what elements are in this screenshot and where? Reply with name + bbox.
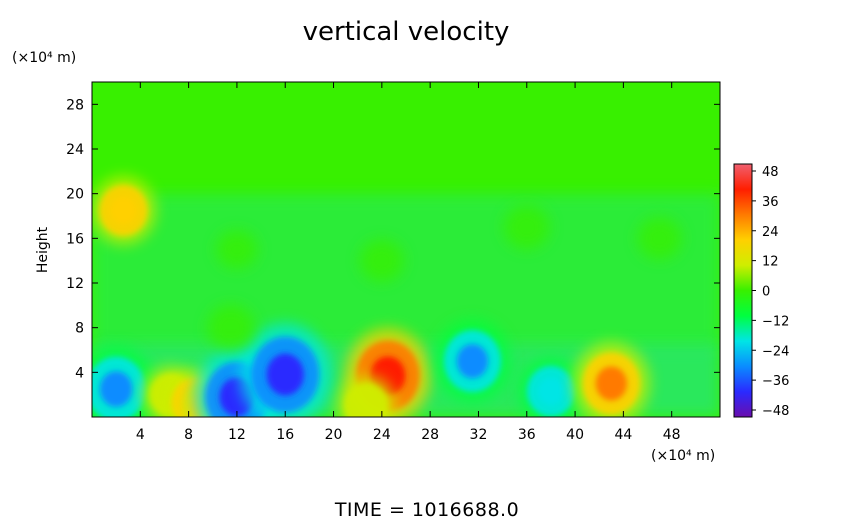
- y-tick-label: 12: [66, 276, 84, 292]
- velocity-cell-halo: [637, 217, 682, 260]
- colorbar-tick-label: 24: [762, 225, 779, 240]
- velocity-cell-core: [110, 196, 137, 225]
- x-tick-label: 12: [228, 427, 246, 443]
- y-axis-label: Height: [35, 226, 51, 273]
- plot-frame: [91, 81, 721, 418]
- colorbar-tick-label: 36: [762, 195, 779, 210]
- velocity-cell-core: [595, 366, 627, 401]
- x-axis-ticks: 4 8 12 16 20 24 28 32 36 40 44 48: [136, 82, 681, 443]
- velocity-cell: [344, 383, 389, 417]
- velocity-cell-halo: [503, 205, 550, 250]
- time-footer: TIME = 1016688.0: [334, 499, 519, 519]
- x-tick-label: 48: [663, 427, 681, 443]
- velocity-cell-core: [99, 371, 133, 407]
- y-tick-label: 16: [66, 231, 84, 247]
- velocity-cell-core: [456, 344, 489, 379]
- chart-title: vertical velocity: [303, 17, 510, 47]
- colorbar: 48 36 24 12 0 −12 −24 −36 −48: [733, 163, 789, 419]
- y-tick-label: 4: [75, 365, 84, 381]
- x-tick-label: 8: [184, 427, 193, 443]
- colorbar-tick-label: 48: [762, 165, 779, 180]
- colorbar-tick-label: −24: [762, 344, 789, 359]
- y-axis-ticks: 4 8 12 16 20 24 28: [66, 97, 720, 381]
- x-tick-label: 32: [470, 427, 488, 443]
- x-tick-label: 24: [373, 427, 391, 443]
- y-tick-label: 24: [66, 142, 84, 158]
- x-tick-label: 20: [325, 427, 343, 443]
- colorbar-tick-label: −48: [762, 404, 789, 419]
- turbulence-band: [92, 193, 720, 350]
- velocity-cell-halo: [359, 239, 404, 282]
- y-tick-label: 8: [75, 321, 84, 337]
- colorbar-scale: [733, 163, 753, 418]
- x-tick-label: 44: [614, 427, 632, 443]
- velocity-cell-halo: [216, 230, 258, 269]
- x-tick-label: 36: [518, 427, 536, 443]
- y-tick-label: 28: [66, 97, 84, 113]
- colorbar-tick-label: −36: [762, 374, 789, 389]
- velocity-cell-core: [537, 377, 565, 406]
- colorbar-tick-label: 12: [762, 255, 779, 270]
- velocity-cell-core: [266, 353, 304, 396]
- velocity-cell-halo: [207, 304, 255, 351]
- x-tick-label: 16: [276, 427, 294, 443]
- heatmap-field: [92, 82, 720, 417]
- x-tick-label: 4: [136, 427, 145, 443]
- colorbar-tick-label: −12: [762, 314, 789, 329]
- x-tick-label: 40: [566, 427, 584, 443]
- y-tick-label: 20: [66, 187, 84, 203]
- x-tick-label: 28: [421, 427, 439, 443]
- y-unit-label: (×10⁴ m): [12, 50, 76, 66]
- x-unit-label: (×10⁴ m): [651, 448, 715, 464]
- colorbar-tick-label: 0: [762, 285, 770, 300]
